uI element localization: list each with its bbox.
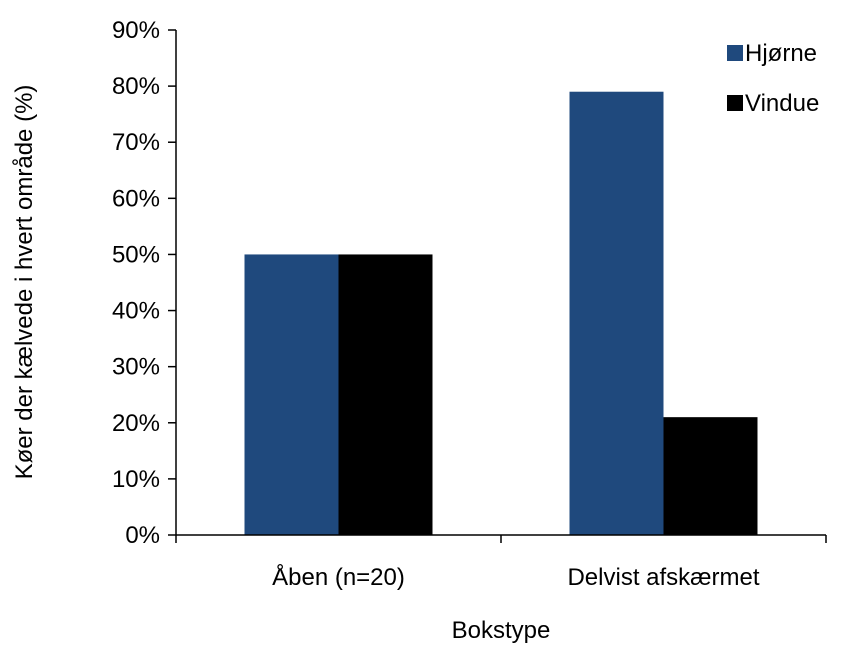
legend-label-vindue: Vindue bbox=[745, 90, 819, 117]
y-tick-label: 20% bbox=[112, 410, 160, 437]
x-axis-ticks bbox=[175, 535, 827, 543]
y-axis-ticks: 0% 10% 20% 30% 40% 50% 60% 70% 80% 90% bbox=[112, 17, 176, 549]
bar-hjørne-0 bbox=[244, 254, 339, 535]
y-tick-label: 40% bbox=[112, 298, 160, 325]
y-tick-label: 50% bbox=[112, 241, 160, 268]
legend-swatch-hjørne bbox=[727, 45, 743, 61]
legend-swatch-vindue bbox=[727, 95, 743, 111]
y-tick-label: 30% bbox=[112, 354, 160, 381]
x-tick-label: Åben (n=20) bbox=[272, 563, 405, 591]
x-tick-label: Delvist afskærmet bbox=[567, 564, 759, 591]
y-tick-label: 60% bbox=[112, 185, 160, 212]
y-tick-label: 0% bbox=[125, 522, 160, 549]
y-tick-label: 90% bbox=[112, 17, 160, 44]
bar-vindue-0 bbox=[338, 254, 433, 535]
bars bbox=[244, 91, 758, 535]
y-tick-label: 70% bbox=[112, 129, 160, 156]
x-axis-title: Bokstype bbox=[452, 617, 551, 644]
bar-vindue-1 bbox=[663, 417, 758, 535]
legend: Hjørne Vindue bbox=[727, 40, 819, 117]
y-tick-label: 80% bbox=[112, 73, 160, 100]
y-axis-title: Køer der kælvede i hvert område (%) bbox=[11, 85, 38, 480]
category-labels: Åben (n=20) Delvist afskærmet bbox=[272, 563, 760, 591]
bar-hjørne-1 bbox=[569, 91, 664, 535]
y-tick-label: 10% bbox=[112, 466, 160, 493]
legend-label-hjørne: Hjørne bbox=[745, 40, 817, 67]
